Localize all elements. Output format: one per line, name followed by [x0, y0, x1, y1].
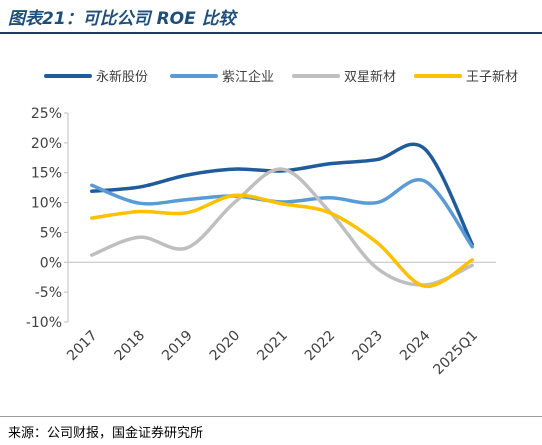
- x-tick-label: 2018: [112, 328, 149, 365]
- y-tick-label: 25%: [31, 106, 62, 122]
- legend-label: 紫江企业: [222, 69, 274, 85]
- series-line-1: [90, 142, 474, 247]
- legend-label: 王子新材: [466, 69, 518, 85]
- x-tick-label: 2024: [397, 327, 434, 364]
- y-tick-label: 20%: [31, 136, 62, 152]
- y-tick-label: -5%: [35, 285, 62, 301]
- x-tick-label: 2017: [64, 328, 101, 365]
- y-tick-label: -10%: [26, 315, 62, 331]
- legend-label: 双星新材: [344, 69, 396, 85]
- y-tick-label: 10%: [31, 196, 62, 212]
- x-tick-label: 2021: [254, 328, 291, 365]
- x-tick-label: 2022: [302, 328, 339, 365]
- source-note: 来源：公司财报，国金证券研究所: [8, 426, 204, 441]
- x-tick-label: 2020: [207, 328, 244, 365]
- y-tick-label: 15%: [31, 166, 62, 182]
- x-tick-label: 2019: [159, 328, 196, 365]
- chart-title: 图表21：可比公司 ROE 比较: [8, 9, 236, 29]
- axes: -10% -5% 0% 5% 10% 15% 20% 25% 2017 2018 2019 2020 2…: [26, 106, 496, 378]
- legend-label: 永新股份: [96, 69, 148, 85]
- footer-divider: [0, 416, 542, 417]
- roe-line-chart: 永新股份 紫江企业 双星新材 王子新材 -10% -5% 0% 5% 10% 15% 20% 25%…: [26, 69, 518, 378]
- x-tick-label: 2025Q1: [430, 328, 481, 379]
- series-line-4: [90, 193, 474, 288]
- series-line-2: [90, 178, 474, 249]
- y-tick-label: 5%: [40, 225, 62, 241]
- series-lines: [90, 142, 474, 288]
- title-divider: [0, 32, 542, 34]
- series-line-3: [90, 167, 474, 287]
- x-tick-label: 2023: [349, 328, 386, 365]
- legend: 永新股份 紫江企业 双星新材 王子新材: [44, 69, 518, 85]
- y-tick-label: 0%: [40, 255, 62, 271]
